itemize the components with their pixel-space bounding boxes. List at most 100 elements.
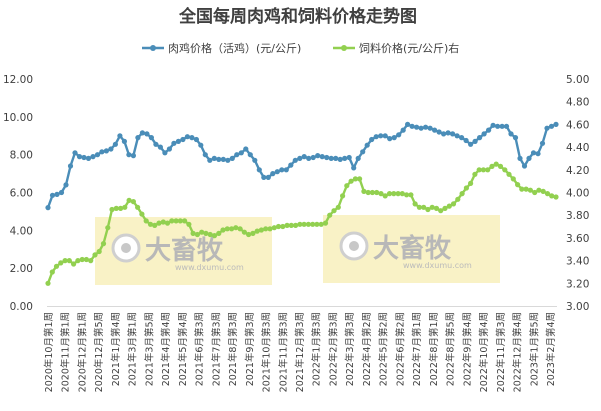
x-tick-label: 2023年2月第4周 <box>545 312 557 386</box>
watermark-left-url: www.dxumu.com <box>175 263 244 272</box>
series-point-0 <box>324 154 330 161</box>
series-point-1 <box>497 163 504 169</box>
series-point-1 <box>378 191 384 197</box>
y-left-tick-label: 8.00 <box>10 150 33 162</box>
y-left-tick-label: 10.00 <box>3 112 33 124</box>
series-point-1 <box>489 163 495 169</box>
series-point-1 <box>143 218 149 224</box>
series-point-1 <box>369 189 375 196</box>
x-tick-label: 2022年8月第5周 <box>445 312 457 386</box>
series-point-1 <box>224 226 230 232</box>
series-point-0 <box>207 157 213 163</box>
y-left-tick-label: 4.00 <box>10 225 33 237</box>
y-right-tick-label: 3.40 <box>566 256 589 268</box>
series-point-1 <box>536 187 542 193</box>
series-point-0 <box>117 133 123 139</box>
series-point-0 <box>220 156 226 162</box>
series-point-0 <box>63 182 69 188</box>
series-point-0 <box>378 133 384 139</box>
series-point-1 <box>194 231 200 238</box>
series-point-1 <box>293 222 299 228</box>
series-point-1 <box>100 241 107 247</box>
series-point-1 <box>327 212 333 218</box>
x-tick-label: 2022年12月第4周 <box>512 312 524 392</box>
series-point-0 <box>315 153 321 159</box>
series-point-0 <box>76 154 83 160</box>
series-point-0 <box>391 135 397 141</box>
series-point-1 <box>544 191 551 197</box>
series-point-1 <box>506 171 512 177</box>
series-point-0 <box>499 123 505 129</box>
x-tick-label: 2023年1月第5周 <box>528 312 540 386</box>
series-point-0 <box>387 136 393 142</box>
series-point-1 <box>258 227 264 233</box>
series-point-1 <box>549 193 555 199</box>
series-point-0 <box>306 155 312 161</box>
series-point-0 <box>288 162 294 168</box>
series-point-1 <box>177 218 183 224</box>
series-point-0 <box>427 125 433 131</box>
series-point-1 <box>220 227 226 233</box>
series-point-0 <box>490 122 496 128</box>
series-point-0 <box>189 135 195 141</box>
series-point-0 <box>198 142 204 148</box>
series-point-1 <box>438 208 444 214</box>
series-point-0 <box>81 154 87 161</box>
series-point-0 <box>333 155 339 161</box>
series-point-1 <box>395 191 401 197</box>
series-point-0 <box>432 127 438 133</box>
series-point-0 <box>530 150 537 156</box>
x-tick-label: 2021年11月第3周 <box>277 312 289 392</box>
x-tick-label: 2020年10月第1周 <box>43 312 55 392</box>
series-point-0 <box>94 152 101 158</box>
series-point-1 <box>216 230 222 236</box>
series-point-0 <box>135 135 141 141</box>
series-point-1 <box>182 218 188 224</box>
x-tick-label: 2022年7月第1周 <box>411 312 423 386</box>
series-point-0 <box>265 174 271 180</box>
series-point-0 <box>162 150 168 156</box>
series-point-0 <box>319 154 325 160</box>
series-point-0 <box>400 127 406 133</box>
series-point-0 <box>54 191 60 197</box>
series-point-0 <box>157 144 163 150</box>
series-point-1 <box>408 192 414 198</box>
series-point-1 <box>446 203 452 209</box>
series-point-0 <box>166 146 172 152</box>
watermark-left-brand: 大畜牧 <box>145 235 224 266</box>
series-point-0 <box>423 124 429 130</box>
x-tick-label: 2022年8月第1周 <box>428 312 440 386</box>
series-point-1 <box>553 194 559 200</box>
x-axis: 2020年10月第1周 2020年11月第1周 2020年12月第1周 2020年12… <box>43 306 557 392</box>
series-point-1 <box>425 206 431 213</box>
series-point-1 <box>527 187 534 193</box>
x-tick-label: 2022年9月第4周 <box>461 312 473 386</box>
y-right-tick-label: 4.80 <box>566 97 589 109</box>
series-point-1 <box>463 185 469 191</box>
x-tick-label: 2021年10月第3周 <box>261 312 273 392</box>
x-tick-label: 2022年1月第3周 <box>311 312 323 386</box>
series-point-1 <box>263 226 269 232</box>
series-point-1 <box>318 221 324 227</box>
series-point-1 <box>92 252 98 258</box>
series-point-0 <box>414 124 420 130</box>
series-point-0 <box>526 155 532 161</box>
series-point-0 <box>216 156 222 162</box>
x-tick-label: 2020年12月第5周 <box>93 312 105 392</box>
series-point-1 <box>241 229 247 235</box>
series-point-0 <box>548 123 555 129</box>
series-point-1 <box>442 205 448 211</box>
series-point-0 <box>297 155 303 161</box>
series-point-0 <box>112 141 118 147</box>
series-point-0 <box>58 189 65 196</box>
x-tick-label: 2021年4月第4周 <box>160 312 172 386</box>
series-point-0 <box>193 136 199 143</box>
series-point-1 <box>122 204 128 210</box>
series-point-0 <box>396 132 402 138</box>
series-point-0 <box>535 151 541 157</box>
y-right-tick-label: 3.80 <box>566 210 589 222</box>
series-point-0 <box>211 155 217 161</box>
x-tick-label: 2022年4月第2周 <box>361 312 373 386</box>
legend-entry-feed: 饲料价格(元/公斤)右 <box>333 41 459 55</box>
